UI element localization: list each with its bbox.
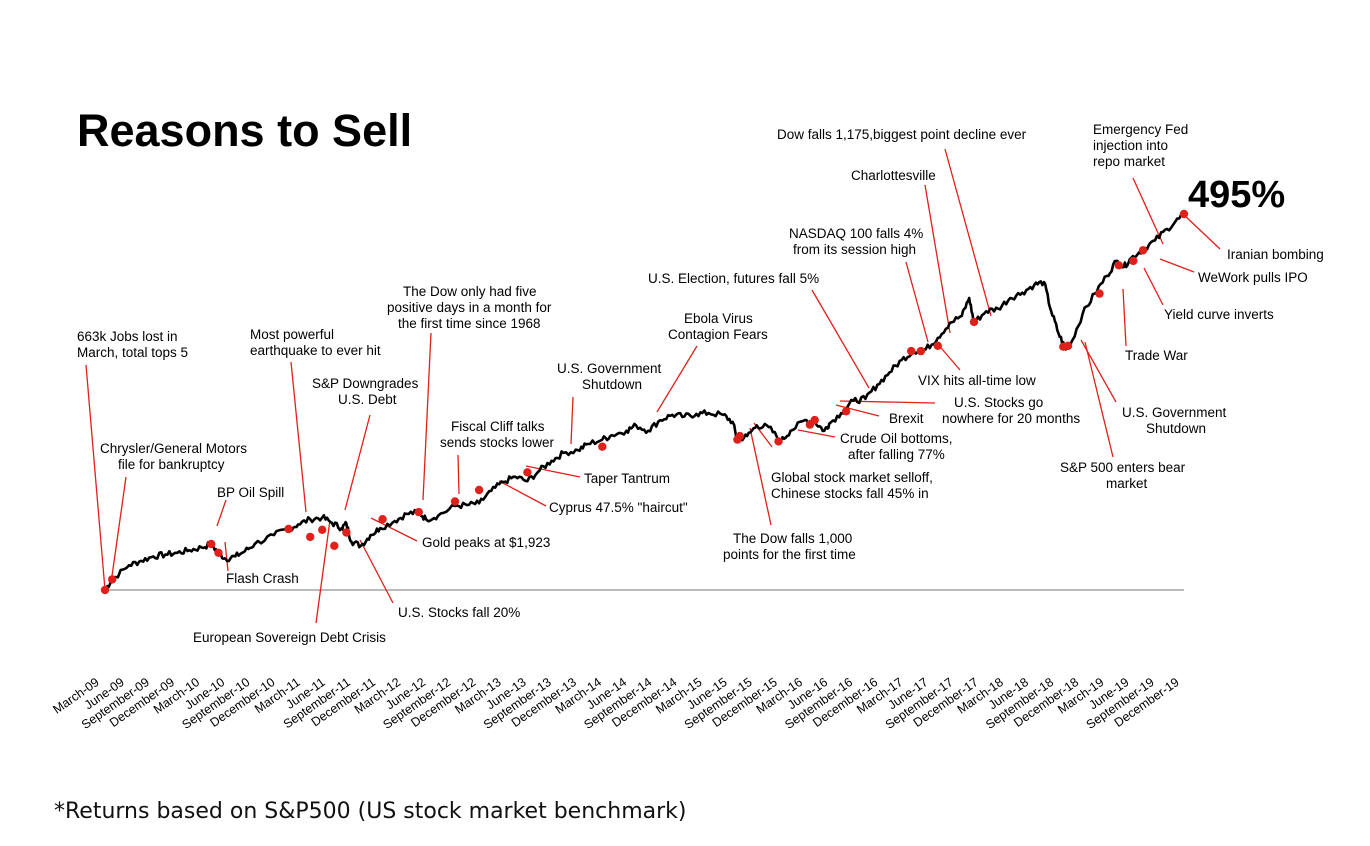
event-dot-wework	[1129, 256, 1138, 266]
ann-stocks-nowhere: U.S. Stocks go nowhere for 20 months	[942, 395, 1080, 426]
leader-chrysler-gm	[111, 476, 127, 577]
leader-dow-falls-1000	[749, 427, 772, 526]
ann-dow-five-days: The Dow only had five positive days in a…	[387, 284, 555, 331]
event-dot-dow-five-days	[378, 515, 387, 524]
ann-yield-curve: Yield curve inverts	[1164, 307, 1274, 322]
event-dot-sp-downgrade	[318, 525, 327, 534]
ann-euro-debt: European Sovereign Debt Crisis	[193, 630, 386, 645]
ann-gold-peak: Gold peaks at $1,923	[422, 535, 550, 550]
leader-fiscal-cliff	[457, 454, 460, 495]
leader-govt-shutdown-2019	[1080, 339, 1117, 403]
ann-brexit: Brexit	[889, 411, 924, 426]
event-dot-nasdaq-falls	[907, 346, 916, 356]
leader-dow-1175	[944, 148, 992, 317]
event-dot-bp-oil-spill	[207, 539, 216, 549]
ann-bp-oil-spill: BP Oil Spill	[217, 485, 284, 500]
chart-title: Reasons to Sell	[77, 105, 412, 156]
event-dot-vix-high	[916, 346, 926, 356]
leader-flash-crash	[224, 541, 229, 572]
leader-crude-oil	[797, 429, 836, 438]
leader-taper-tantrum	[525, 465, 581, 478]
leader-bp-oil-spill	[216, 499, 227, 527]
annotations: 663k Jobs lost in March, total tops 5 Ch…	[77, 122, 1324, 645]
event-dot-trade-war	[1095, 289, 1104, 298]
ann-us-stocks-20: U.S. Stocks fall 20%	[398, 605, 520, 620]
footnote: *Returns based on S&P500 (US stock marke…	[54, 799, 686, 824]
ann-jobs-lost: 663k Jobs lost in March, total tops 5	[77, 329, 188, 360]
ann-election-futures: U.S. Election, futures fall 5%	[648, 271, 819, 286]
event-dot-gold-peak	[342, 528, 351, 537]
ann-vix: VIX hits all-time low	[918, 373, 1036, 388]
leader-ebola	[656, 345, 698, 413]
leader-us-stocks-20	[359, 539, 394, 604]
event-dot-govt-shutdown-2013	[523, 468, 532, 477]
leader-wework	[1159, 258, 1195, 273]
ann-charlottesville: Charlottesville	[851, 168, 936, 183]
event-dot-crude-oil	[774, 437, 783, 446]
leader-euro-debt	[315, 519, 331, 624]
ann-sp-downgrade: S&P Downgrades U.S. Debt	[312, 376, 422, 407]
event-markers	[100, 209, 1189, 595]
ann-fiscal-cliff: Fiscal Cliff talks sends stocks lower	[440, 419, 555, 450]
event-dot-stocks-nowhere	[810, 415, 819, 425]
event-dot-jobs-lost	[100, 585, 110, 595]
ann-repo-market: Emergency Fed injection into repo market	[1093, 122, 1192, 169]
ann-flash-crash: Flash Crash	[226, 571, 299, 586]
ann-earthquake: Most powerful earthquake to ever hit	[250, 327, 381, 358]
ann-nasdaq: NASDAQ 100 falls 4% from its session hig…	[789, 226, 927, 257]
event-dot-ebola	[598, 442, 607, 451]
leader-cyprus	[498, 480, 547, 507]
leader-gold-peak	[370, 517, 418, 542]
ann-global-selloff: Global stock market selloff, Chinese sto…	[771, 470, 937, 501]
leader-yield-curve	[1143, 267, 1164, 306]
leader-nasdaq	[905, 261, 929, 343]
event-dot-taper-tantrum	[474, 485, 484, 495]
event-dot-global-selloff	[735, 431, 744, 441]
event-dot-earthquake	[284, 524, 293, 534]
ann-dow-1175: Dow falls 1,175,biggest point decline ev…	[777, 127, 1027, 142]
ann-sp-bear: S&P 500 enters bear market	[1060, 460, 1189, 491]
event-dot-election-futures	[841, 407, 851, 416]
leader-earthquake	[290, 361, 307, 513]
event-dot-iranian-bombing	[1179, 209, 1189, 219]
event-dot-euro-debt	[306, 532, 315, 542]
ann-taper-tantrum: Taper Tantrum	[584, 471, 670, 486]
event-dot-repo-market	[1138, 246, 1148, 255]
ann-govt-shutdown-2013: U.S. Government Shutdown	[557, 361, 665, 392]
event-dot-cyprus	[450, 497, 460, 506]
ann-chrysler-gm: Chrysler/General Motors file for bankrup…	[100, 441, 251, 472]
event-dot-yield-curve	[1114, 261, 1124, 270]
leader-trade-war	[1122, 288, 1127, 347]
leader-iranian-bombing	[1182, 213, 1221, 250]
event-dot-chrysler-gm	[108, 575, 117, 584]
leader-brexit	[835, 404, 880, 417]
leader-dow-five-days	[422, 332, 432, 501]
leader-govt-shutdown-2013	[570, 396, 574, 445]
leader-repo-market	[1132, 177, 1164, 245]
ann-govt-shutdown-2019: U.S. Government Shutdown	[1122, 405, 1230, 436]
ann-wework: WeWork pulls IPO	[1198, 270, 1308, 285]
ann-ebola: Ebola Virus Contagion Fears	[668, 311, 768, 342]
ann-dow-falls-1000: The Dow falls 1,000 points for the first…	[723, 531, 856, 562]
event-dot-us-stocks-20	[330, 541, 339, 550]
leader-election-futures	[811, 289, 870, 389]
ann-trade-war: Trade War	[1125, 348, 1188, 363]
sp500-return-line	[103, 211, 1186, 591]
event-dot-govt-shutdown-2019	[1059, 342, 1068, 351]
leader-sp-bear	[1084, 341, 1114, 458]
event-leaders	[85, 148, 1221, 624]
ann-iranian-bombing: Iranian bombing	[1227, 247, 1324, 262]
x-axis-ticks: March-09June-09September-09December-09Ma…	[50, 675, 1181, 732]
event-dot-dow-1175	[969, 317, 979, 327]
leader-charlottesville	[924, 184, 951, 334]
event-dot-charlottesville	[933, 341, 942, 350]
event-dot-flash-crash	[214, 548, 223, 557]
ann-cyprus: Cyprus 47.5% "haircut"	[549, 500, 688, 515]
event-dot-fiscal-cliff	[414, 507, 423, 517]
leader-sp-downgrade	[344, 414, 371, 511]
leader-jobs-lost	[85, 364, 106, 591]
total-return-label: 495%	[1188, 174, 1285, 216]
ann-crude-oil: Crude Oil bottoms, after falling 77%	[840, 431, 956, 462]
